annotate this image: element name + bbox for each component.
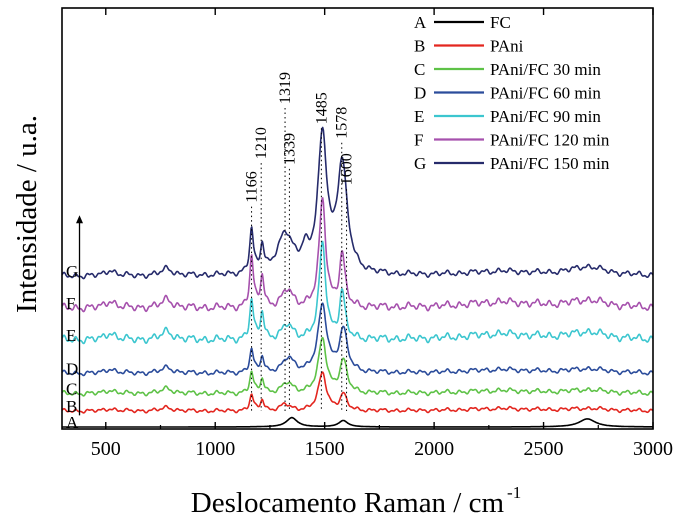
- series-letter-c: C: [66, 380, 77, 399]
- peak-label-1166: 1166: [244, 171, 261, 202]
- x-axis-title: Deslocamento Raman / cm -1: [191, 483, 521, 519]
- peak-label-1339: 1339: [281, 133, 298, 165]
- axes-layer: 500 1000 1500 2000 2500 3000: [61, 7, 673, 460]
- legend-letter-g: G: [414, 154, 426, 173]
- intensity-arrow-head: [76, 215, 84, 224]
- peak-label-1578: 1578: [334, 107, 351, 139]
- x-tick-label-2000: 2000: [414, 438, 454, 460]
- x-tick-label-500: 500: [91, 438, 121, 460]
- series-line-g: [61, 126, 654, 280]
- peak-label-1600: 1600: [339, 153, 356, 185]
- series-letter-b: B: [66, 397, 77, 416]
- series-line-e: [61, 240, 654, 345]
- legend-entry-f: PAni/FC 120 min: [490, 131, 610, 150]
- peak-label-1210: 1210: [253, 127, 270, 159]
- x-tick-label-2500: 2500: [524, 438, 564, 460]
- series-line-c: [61, 336, 654, 397]
- legend-letter-f: F: [414, 131, 423, 150]
- legend-letter-a: A: [414, 13, 427, 32]
- peak-label-1485: 1485: [313, 92, 330, 124]
- series-letter-e: E: [66, 326, 76, 345]
- peak-lines-layer: 1166 1210 1319 1339 1485 1578 1600: [76, 72, 356, 416]
- series-letter-d: D: [66, 359, 78, 378]
- x-axis-title-superscript: -1: [507, 483, 521, 502]
- legend: A FC B PAni C PAni/FC 30 min D PAni/FC 60 min E P…: [414, 13, 610, 173]
- x-tick-label-1000: 1000: [195, 438, 235, 460]
- legend-letter-c: C: [414, 60, 425, 79]
- x-tick-label-1500: 1500: [305, 438, 345, 460]
- series-line-d: [61, 302, 654, 377]
- legend-entry-a: FC: [490, 13, 511, 32]
- legend-entry-g: PAni/FC 150 min: [490, 154, 610, 173]
- legend-letter-d: D: [414, 84, 426, 103]
- plot-frame: [61, 7, 654, 430]
- series-line-a: [61, 416, 654, 428]
- y-axis-title: Intensidade / u.a.: [11, 115, 43, 313]
- series-line-f: [61, 197, 654, 313]
- peak-label-1319: 1319: [277, 72, 294, 104]
- legend-entry-c: PAni/FC 30 min: [490, 60, 601, 79]
- legend-entry-d: PAni/FC 60 min: [490, 84, 601, 103]
- legend-entry-e: PAni/FC 90 min: [490, 107, 601, 126]
- series-letter-g: G: [66, 262, 78, 281]
- series-line-b: [61, 371, 654, 414]
- legend-letter-b: B: [414, 37, 425, 56]
- x-tick-label-3000: 3000: [633, 438, 673, 460]
- legend-letter-e: E: [414, 107, 424, 126]
- legend-entry-b: PAni: [490, 37, 524, 56]
- series-letter-f: F: [66, 294, 75, 313]
- series-letter-a: A: [66, 413, 79, 432]
